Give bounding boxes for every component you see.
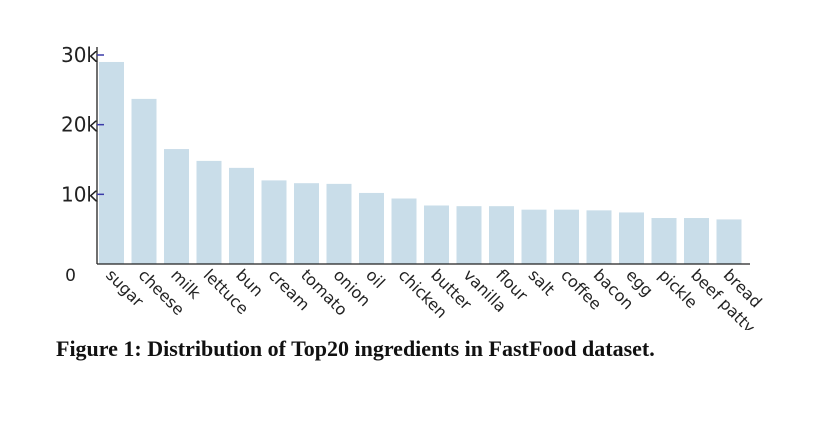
y-tick-label-10k: 10k	[61, 182, 98, 206]
bar-chicken	[391, 198, 417, 264]
chart-svg: 010k20k30ksugarcheesemilklettucebuncream…	[61, 43, 766, 330]
bar-egg	[619, 212, 644, 264]
bar-cream	[261, 180, 287, 264]
bar-bun	[229, 167, 254, 264]
bar-flour	[489, 206, 514, 264]
bar-butter	[424, 205, 449, 264]
bar-tomato	[294, 183, 319, 264]
y-tick-label-30k: 30k	[61, 43, 98, 67]
bar-cheese	[131, 98, 157, 264]
bar-salt	[521, 209, 547, 264]
bar-beef-patty	[684, 218, 709, 264]
bar-coffee	[554, 209, 579, 264]
bar-onion	[326, 183, 352, 264]
bar-chart: 0 10k 20k 30k sugar cheese milk lettuce bun cream…	[61, 43, 766, 330]
bar-oil	[359, 192, 384, 264]
bar-bacon	[586, 210, 612, 264]
bar-vanilla	[456, 206, 482, 264]
x-tick-label-salt: salt	[525, 265, 559, 299]
y-tick-label-20k: 20k	[61, 113, 98, 137]
bar-pickle	[651, 218, 677, 264]
bar-bread	[716, 219, 742, 264]
bar-lettuce	[196, 160, 222, 264]
y-tick-label-0: 0	[65, 266, 76, 286]
bar-sugar	[99, 61, 124, 264]
bar-milk	[164, 149, 189, 264]
figure-caption: Figure 1: Distribution of Top20 ingredie…	[56, 336, 655, 361]
